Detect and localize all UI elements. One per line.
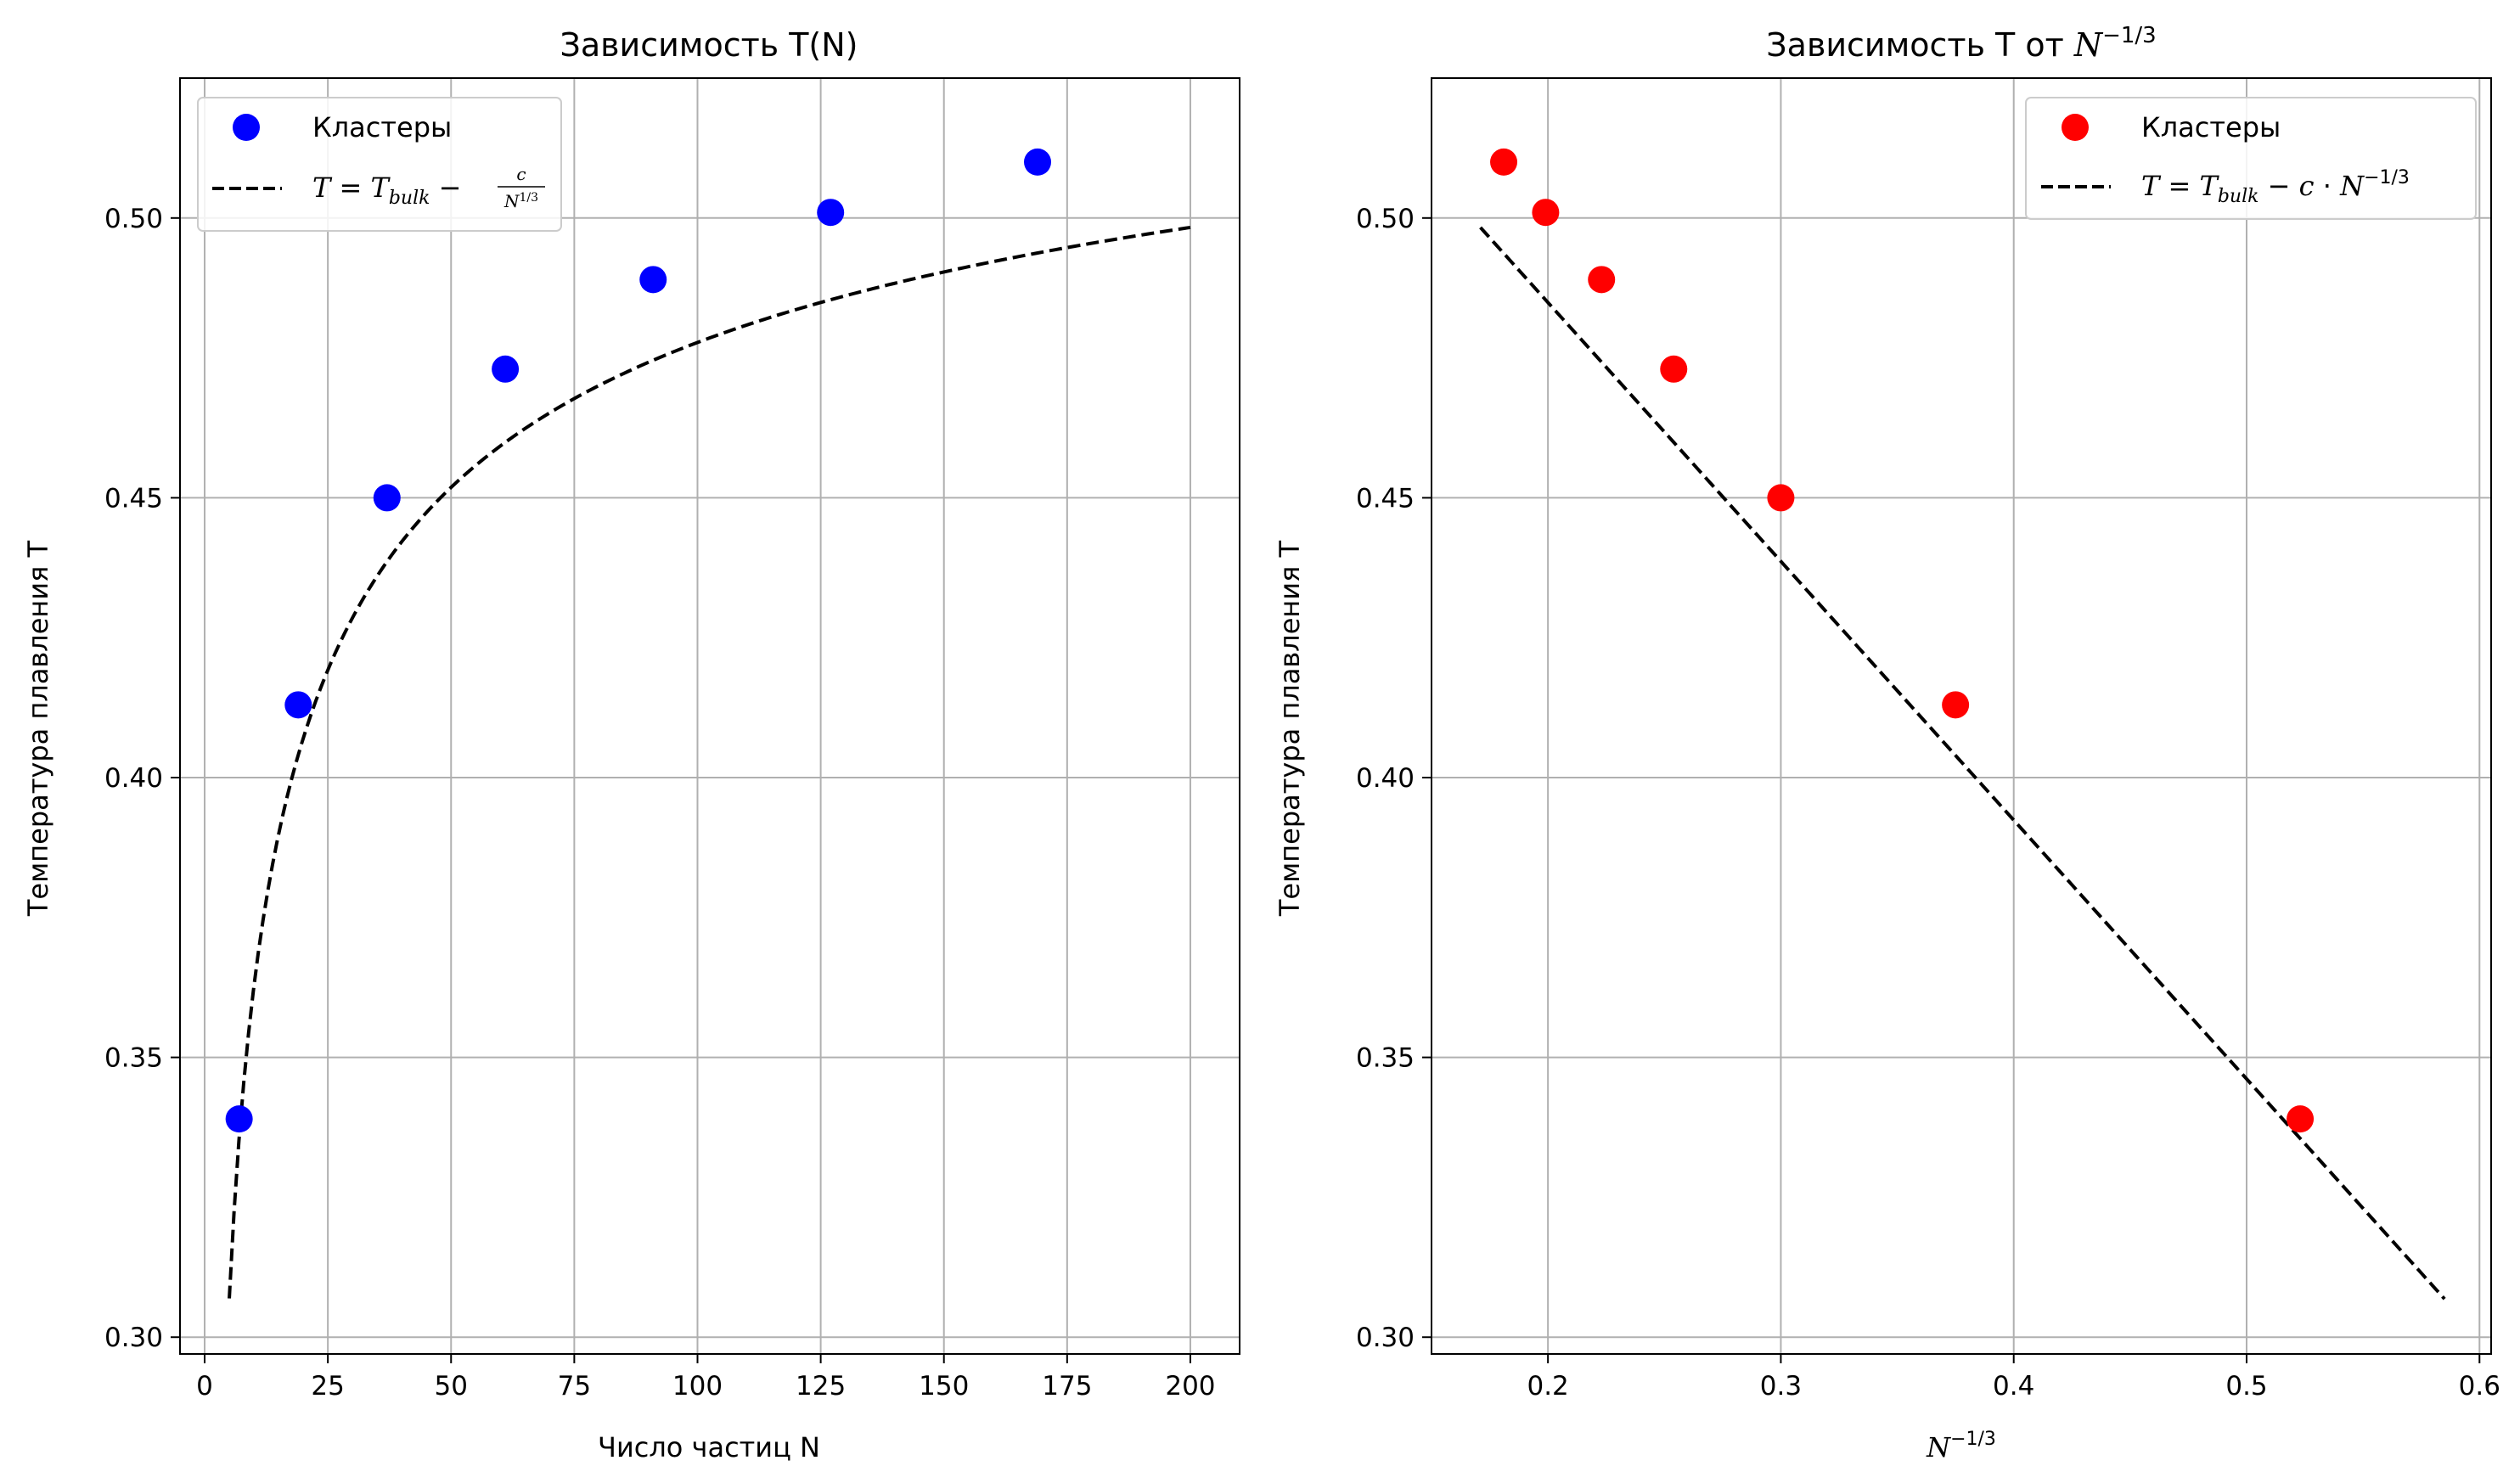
left-legend-fraction-numerator: c [516, 164, 526, 184]
data-point [284, 691, 312, 719]
data-point [1532, 199, 1560, 227]
right-chart: 0.2 0.3 0.4 0.5 0.6 0.30 0.35 0.40 0.45 0.50 Зав… [1274, 23, 2500, 1463]
right-legend-box [2025, 97, 2477, 220]
right-axes-frame [1431, 77, 2492, 1355]
x-tick-label: 0 [196, 1371, 213, 1402]
data-point [639, 266, 667, 294]
x-tick-label: 50 [435, 1371, 468, 1402]
data-point [492, 355, 520, 383]
right-fit-line [1479, 226, 2446, 1300]
left-axes-frame [179, 77, 1240, 1355]
data-point [1588, 266, 1616, 294]
left-fit-curve [228, 225, 1191, 1299]
data-point [373, 484, 401, 512]
left-legend-label-clusters: Кластеры [312, 111, 452, 143]
x-tick-label: 175 [1042, 1371, 1092, 1402]
y-tick-label: 0.40 [104, 763, 163, 794]
right-legend-marker-clusters [2062, 114, 2089, 141]
y-tick-label: 0.30 [104, 1323, 163, 1353]
x-tick-label: 100 [672, 1371, 723, 1402]
x-tick-label: 200 [1165, 1371, 1215, 1402]
y-tick-label: 0.50 [104, 204, 163, 234]
x-tick-label: 75 [558, 1371, 591, 1402]
left-legend-marker-clusters [233, 114, 260, 141]
y-tick-label: 0.30 [1356, 1323, 1415, 1353]
right-legend: Кластеры T = Tbulk − c · N−1/3 [2025, 97, 2477, 220]
fit-line [1479, 226, 2446, 1300]
x-tick-label: 150 [919, 1371, 969, 1402]
right-x-axis-label: N−1/3 [1926, 1429, 1996, 1463]
right-y-ticks: 0.30 0.35 0.40 0.45 0.50 [1356, 204, 1432, 1353]
right-legend-label-fit: T = Tbulk − c · N−1/3 [2141, 167, 2410, 207]
left-chart: 0 25 50 75 100 125 150 175 200 0.300.350.400.450… [22, 26, 1240, 1463]
left-x-ticks: 0 25 50 75 100 125 150 175 200 [196, 1354, 1216, 1402]
left-y-axis-label: Температура плавления T [22, 540, 54, 917]
left-legend-box [197, 97, 562, 232]
right-x-ticks: 0.2 0.3 0.4 0.5 0.6 [1527, 1354, 2500, 1402]
right-data-points [1490, 148, 2315, 1133]
left-x-axis-label: Число частиц N [598, 1431, 820, 1463]
fit-line [228, 225, 1191, 1299]
x-tick-label: 125 [796, 1371, 846, 1402]
x-tick-label: 0.2 [1527, 1371, 1568, 1402]
data-point [817, 199, 845, 227]
y-tick-label: 0.40 [1356, 763, 1415, 794]
x-tick-label: 25 [311, 1371, 344, 1402]
left-legend: Кластеры T = Tbulk − c N1/3 [197, 97, 562, 232]
data-point [1767, 484, 1795, 512]
x-tick-label: 0.5 [2225, 1371, 2267, 1402]
data-point [2287, 1105, 2315, 1133]
x-tick-label: 0.4 [1993, 1371, 2034, 1402]
y-tick-label: 0.35 [1356, 1043, 1415, 1074]
left-data-points [225, 148, 1052, 1133]
data-point [1490, 148, 1518, 176]
y-tick-label: 0.45 [104, 483, 163, 514]
data-point [225, 1105, 253, 1133]
left-legend-label-fit: T = Tbulk − [312, 171, 461, 209]
right-y-axis-label: Температура плавления T [1274, 540, 1306, 917]
x-tick-label: 0.3 [1760, 1371, 1802, 1402]
y-tick-label: 0.35 [104, 1043, 163, 1074]
data-point [1024, 148, 1052, 176]
right-chart-title: Зависимость T от N−1/3 [1766, 23, 2156, 64]
y-tick-label: 0.45 [1356, 483, 1415, 514]
left-chart-title: Зависимость T(N) [560, 26, 858, 64]
left-y-ticks: 0.30 0.35 0.40 0.45 0.50 [104, 204, 180, 1353]
x-tick-label: 0.6 [2459, 1371, 2500, 1402]
left-grid [180, 78, 1240, 1354]
right-legend-label-clusters: Кластеры [2141, 111, 2281, 143]
y-tick-label: 0.50 [1356, 204, 1415, 234]
data-point [1660, 355, 1688, 383]
data-point [1942, 691, 1970, 719]
